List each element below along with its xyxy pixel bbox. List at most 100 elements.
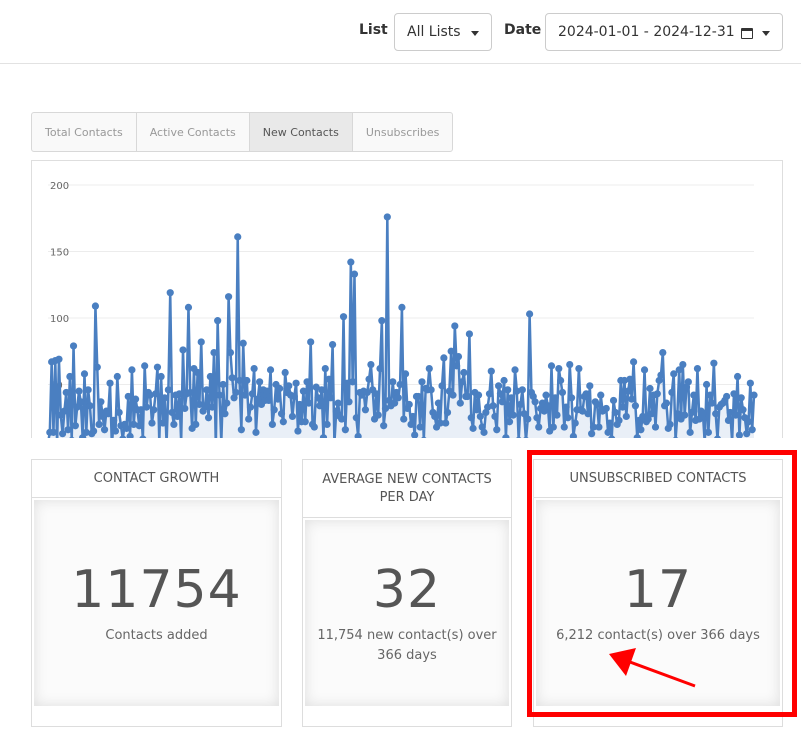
- data-point: [608, 435, 616, 438]
- data-point: [372, 390, 380, 398]
- data-point: [122, 424, 131, 432]
- data-point: [296, 400, 304, 409]
- data-point: [170, 420, 178, 428]
- data-point: [323, 420, 331, 428]
- data-point: [551, 394, 559, 402]
- data-point: [473, 406, 481, 414]
- data-point: [210, 348, 218, 357]
- data-point: [498, 398, 506, 406]
- data-point: [338, 415, 346, 423]
- data-point: [469, 424, 477, 432]
- data-point: [480, 428, 488, 436]
- data-point: [460, 368, 468, 377]
- data-point: [504, 386, 512, 394]
- data-point: [276, 384, 284, 393]
- data-point: [533, 414, 541, 422]
- data-point: [502, 434, 510, 438]
- data-point: [686, 428, 694, 436]
- data-point: [398, 303, 406, 311]
- data-point: [215, 391, 224, 399]
- data-point: [248, 390, 256, 398]
- data-point: [115, 408, 123, 417]
- date-range-picker[interactable]: 2024-01-01 - 2024-12-31: [545, 13, 783, 51]
- data-point: [453, 362, 461, 370]
- data-point: [489, 402, 497, 410]
- data-point: [540, 407, 548, 415]
- data-point: [442, 419, 450, 427]
- data-point: [735, 431, 744, 438]
- data-point: [407, 420, 415, 428]
- tab-total-contacts[interactable]: Total Contacts: [32, 113, 137, 151]
- data-point: [111, 427, 120, 435]
- data-point: [186, 388, 194, 397]
- data-point: [193, 368, 202, 377]
- data-point: [305, 399, 313, 407]
- data-point: [173, 412, 182, 421]
- data-point: [49, 428, 58, 436]
- data-point: [666, 420, 674, 428]
- data-point: [611, 408, 619, 417]
- data-point: [204, 414, 213, 422]
- data-point: [206, 372, 214, 381]
- data-point: [588, 430, 596, 438]
- tab-new-contacts[interactable]: New Contacts: [249, 113, 353, 151]
- data-point: [374, 411, 382, 419]
- tab-active-contacts[interactable]: Active Contacts: [137, 113, 250, 151]
- data-point: [285, 382, 293, 390]
- data-point: [425, 364, 433, 373]
- data-point: [500, 376, 508, 385]
- data-point: [365, 375, 373, 383]
- data-point: [95, 420, 103, 428]
- data-point: [699, 410, 707, 418]
- tab-unsubscribes[interactable]: Unsubscribes: [365, 125, 440, 139]
- data-point: [633, 434, 641, 438]
- data-point: [409, 412, 417, 421]
- data-point: [493, 426, 501, 434]
- data-point: [58, 430, 67, 438]
- list-select[interactable]: All Lists: [394, 13, 492, 51]
- data-point: [438, 382, 446, 390]
- data-point: [195, 400, 204, 409]
- data-point: [620, 376, 629, 385]
- data-point: [137, 406, 145, 414]
- data-point: [69, 436, 75, 438]
- data-point: [679, 360, 687, 369]
- card-title: CONTACT GROWTH: [32, 460, 281, 498]
- data-point: [520, 410, 528, 418]
- data-point: [157, 372, 165, 381]
- data-point: [347, 258, 355, 266]
- data-point: [586, 382, 594, 390]
- data-point: [706, 391, 714, 399]
- data-point: [128, 366, 136, 374]
- data-point: [637, 426, 645, 434]
- data-point: [418, 378, 426, 386]
- data-point: [414, 392, 422, 401]
- data-point: [571, 419, 579, 427]
- y-tick-label: 200: [50, 181, 69, 192]
- data-point: [622, 412, 630, 421]
- data-point: [99, 412, 107, 421]
- data-point: [513, 387, 521, 395]
- data-point: [531, 398, 539, 406]
- data-point: [367, 360, 375, 369]
- data-point: [175, 390, 183, 398]
- data-point: [737, 394, 745, 402]
- data-point: [675, 366, 683, 374]
- data-point: [681, 411, 689, 419]
- data-point: [400, 415, 408, 423]
- data-point: [712, 410, 720, 418]
- data-point: [547, 362, 556, 370]
- data-point: [584, 410, 592, 418]
- data-point: [239, 339, 247, 347]
- data-point: [688, 408, 696, 417]
- data-point: [518, 386, 526, 394]
- data-point: [456, 399, 464, 407]
- data-point: [604, 428, 612, 436]
- data-point: [746, 379, 754, 387]
- data-point: [80, 370, 89, 378]
- data-point: [648, 410, 656, 418]
- unsubscribed-contacts-card: UNSUBSCRIBED CONTACTS 17 6,212 contact(s…: [533, 459, 783, 727]
- data-point: [463, 392, 472, 401]
- data-point: [126, 432, 134, 438]
- data-point: [274, 395, 282, 403]
